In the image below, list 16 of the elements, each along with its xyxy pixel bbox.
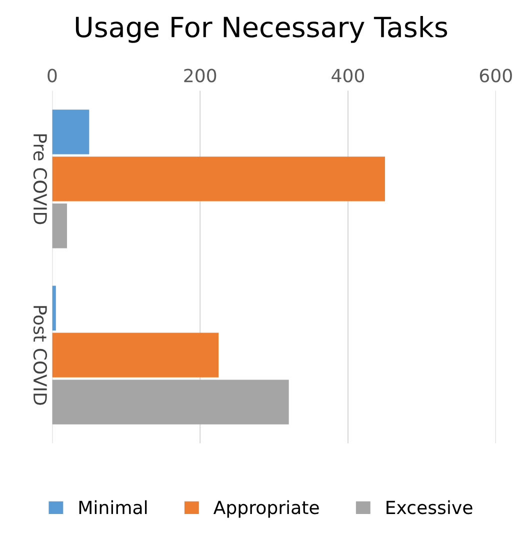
- legend-label: Excessive: [386, 500, 472, 514]
- y-tick-label: Pre COVID: [33, 134, 48, 224]
- bar: [52, 380, 289, 424]
- bar: [52, 204, 67, 248]
- x-tick-label: 600: [480, 68, 512, 82]
- y-tick-label: Post COVID: [33, 306, 48, 405]
- x-tick-label: 0: [48, 68, 57, 82]
- bar: [52, 156, 385, 202]
- x-tick-label: 200: [184, 68, 216, 82]
- x-tick-label: 400: [332, 68, 364, 82]
- legend-label: Minimal: [79, 500, 147, 514]
- bar: [52, 286, 56, 330]
- bar: [52, 332, 219, 378]
- legend-label: Appropriate: [213, 500, 319, 518]
- bar: [52, 110, 90, 154]
- chart-title: Usage For Necessary Tasks: [76, 16, 448, 43]
